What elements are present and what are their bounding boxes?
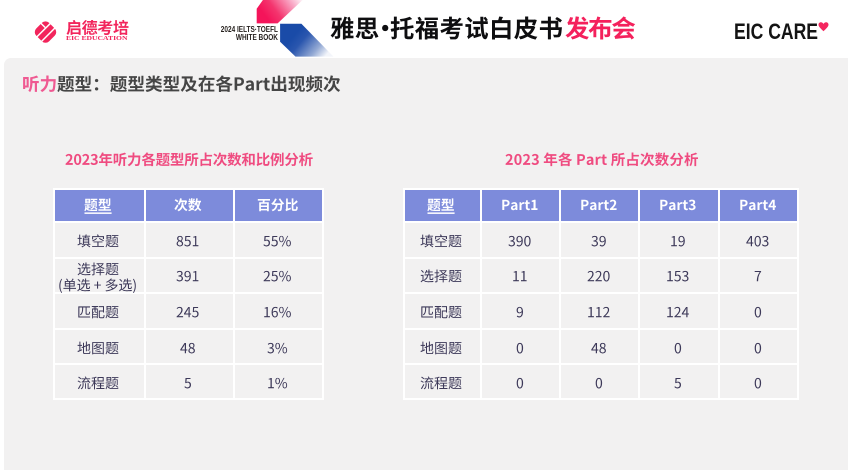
svg-text:EIC EDUCATION: EIC EDUCATION [66,35,128,42]
svg-text:WHITE BOOK: WHITE BOOK [236,33,278,42]
svg-text:2024 IELTS·TOEFL: 2024 IELTS·TOEFL [221,25,278,34]
svg-text:EIC CARE: EIC CARE [734,19,818,44]
